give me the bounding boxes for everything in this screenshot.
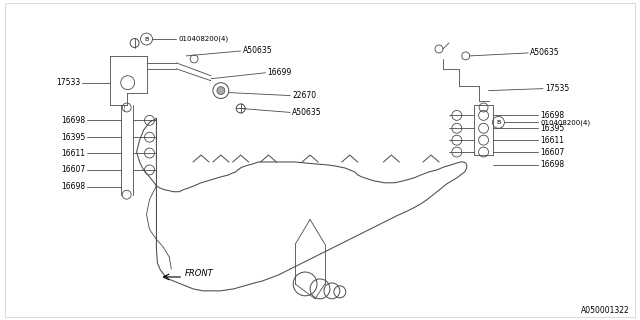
Text: 22670: 22670: [292, 91, 316, 100]
Text: B: B: [145, 36, 148, 42]
Text: 16395: 16395: [61, 133, 85, 142]
Text: 16698: 16698: [540, 160, 564, 170]
Text: 16395: 16395: [540, 124, 564, 133]
Text: B: B: [496, 120, 500, 125]
Text: 17533: 17533: [56, 78, 80, 87]
Text: A50635: A50635: [243, 46, 272, 55]
Text: 16698: 16698: [61, 182, 85, 191]
Text: 16698: 16698: [540, 111, 564, 120]
Text: 16611: 16611: [61, 148, 85, 157]
Text: 010408200(4): 010408200(4): [540, 119, 590, 125]
Text: 16699: 16699: [268, 68, 292, 77]
Text: A50635: A50635: [530, 48, 560, 57]
Text: FRONT: FRONT: [185, 268, 214, 277]
Text: 16611: 16611: [540, 136, 564, 145]
Text: 17535: 17535: [545, 84, 569, 93]
Text: A50635: A50635: [292, 108, 322, 117]
Text: 16607: 16607: [540, 148, 564, 156]
Text: 16607: 16607: [61, 165, 85, 174]
Text: 16698: 16698: [61, 116, 85, 125]
Circle shape: [217, 87, 225, 95]
Text: A050001322: A050001322: [580, 306, 629, 315]
Text: 010408200(4): 010408200(4): [179, 36, 228, 42]
